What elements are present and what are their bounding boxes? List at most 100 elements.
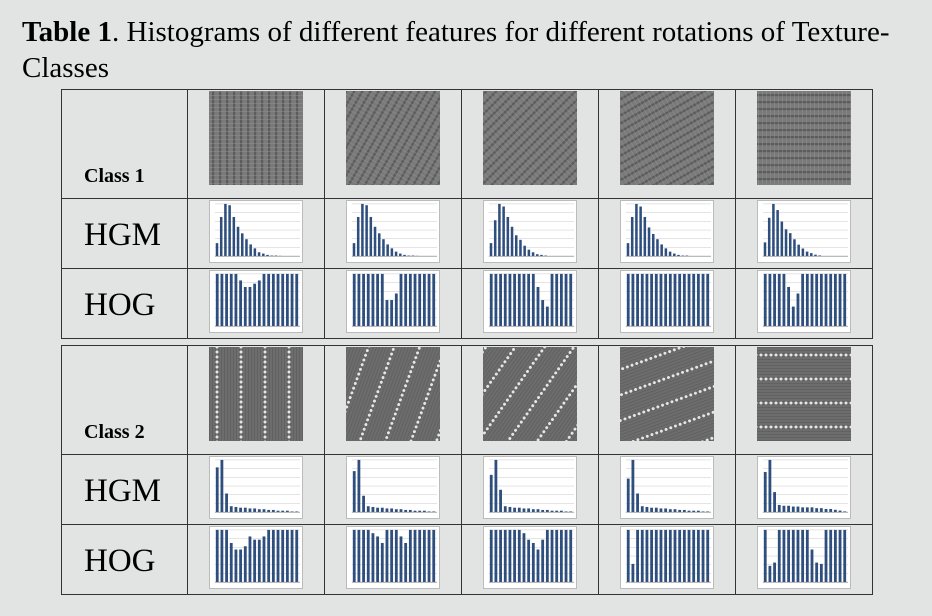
hgm-row: HGM (61, 198, 873, 269)
hgm-bar (408, 509, 412, 513)
hog-bar (645, 529, 649, 583)
hgm-bar (636, 493, 639, 513)
hog-bar (536, 286, 540, 327)
hog-bar (271, 529, 275, 583)
hgm-bar (411, 255, 415, 257)
hgm-bar (656, 239, 659, 257)
hgm-bar (357, 459, 361, 513)
hgm-bar (706, 511, 710, 513)
hgm-bar (541, 509, 545, 513)
hgm-bar (243, 507, 247, 513)
class-2-table: Class 2 HGM HOG (61, 345, 873, 595)
hgm-bar (651, 233, 655, 257)
hog-row: HOG (61, 268, 873, 339)
feature-label: HGM (84, 217, 162, 253)
hog-bar (782, 273, 786, 327)
hgm-bar (267, 509, 271, 513)
hgm-bar (780, 221, 784, 257)
hog-bar (253, 283, 257, 327)
hog-bar (513, 529, 517, 583)
hgm-bar (782, 505, 786, 513)
hgm-bar (664, 248, 668, 257)
histogram-cell (461, 524, 599, 595)
hog-bar (239, 280, 243, 327)
hgm-histogram (209, 456, 303, 519)
hgm-histogram (620, 456, 714, 519)
hgm-bar (386, 244, 389, 257)
feature-label-cell: HOG (61, 268, 188, 339)
hgm-bar (427, 511, 431, 513)
texture-image (620, 91, 714, 185)
hgm-bar (390, 248, 394, 257)
hog-bar (262, 273, 266, 327)
hgm-bar (503, 506, 507, 513)
histogram-cell (324, 454, 462, 525)
hgm-bar (418, 510, 422, 513)
hog-bar (253, 539, 257, 583)
hgm-bar (371, 506, 375, 513)
hgm-bar (403, 254, 406, 257)
hgm-bar (377, 233, 381, 257)
texture-cell (598, 345, 736, 455)
hog-bar (357, 529, 361, 583)
hog-bar (768, 565, 772, 583)
hog-bar (833, 273, 837, 327)
class-label-cell: Class 1 (61, 89, 188, 199)
hog-bar (418, 273, 422, 327)
hog-bar (220, 273, 224, 327)
hog-bar (394, 293, 398, 327)
hgm-bar (801, 248, 805, 257)
hgm-bar (527, 249, 531, 257)
histogram-cell (735, 524, 873, 595)
hog-bar (499, 529, 502, 583)
hgm-bar (626, 243, 630, 257)
texture-image (209, 347, 303, 441)
hgm-bar (815, 508, 819, 513)
histogram-cell (324, 524, 462, 595)
hgm-bar (788, 233, 792, 257)
hog-bar (768, 273, 772, 327)
hog-histogram (346, 526, 440, 589)
hgm-bar (352, 243, 356, 257)
hog-bar (285, 273, 289, 327)
hog-bar (559, 273, 563, 327)
hgm-bar (640, 506, 644, 513)
hog-bar (829, 273, 833, 327)
hgm-bar (647, 227, 651, 257)
hog-bar (682, 273, 686, 327)
hog-bar (640, 273, 644, 327)
hgm-bar (519, 239, 522, 257)
histogram-cell (735, 268, 873, 339)
hog-bar (696, 273, 700, 327)
hog-bar (650, 273, 654, 327)
hog-bar (564, 529, 568, 583)
hog-bar (536, 549, 540, 583)
hog-bar (555, 273, 559, 327)
hog-bar (371, 273, 375, 327)
hog-bar (819, 563, 823, 583)
feature-label: HOG (84, 543, 156, 579)
hog-bar (243, 546, 247, 583)
hgm-bar (805, 251, 809, 257)
hgm-bar (763, 471, 767, 513)
hog-bar (773, 562, 776, 583)
hog-bar (682, 529, 686, 583)
hog-bar (636, 529, 639, 583)
hgm-bar (407, 255, 410, 257)
hgm-bar (376, 507, 380, 513)
hog-bar (413, 273, 417, 327)
hog-bar (380, 542, 384, 583)
hog-bar (701, 529, 705, 583)
hog-histogram (346, 270, 440, 333)
hog-bar (787, 286, 791, 327)
hgm-bar (678, 509, 682, 513)
hog-bar (796, 293, 800, 327)
histogram-cell (187, 198, 325, 269)
hgm-bar (673, 509, 677, 513)
hgm-bar (513, 507, 517, 513)
hog-bar (366, 529, 370, 583)
hgm-bar (796, 506, 800, 513)
hog-bar (503, 273, 507, 327)
hgm-bar (365, 205, 368, 257)
hog-bar (636, 273, 639, 327)
